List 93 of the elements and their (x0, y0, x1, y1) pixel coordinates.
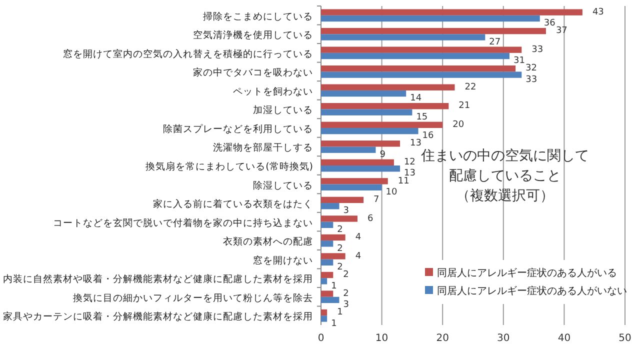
bar (321, 9, 582, 16)
y-tick-label: 家に入る前に着ている衣類をはたく (153, 198, 313, 210)
bar (321, 309, 328, 316)
legend-label: 同居人にアレルギー症状のある人がいない (437, 285, 627, 297)
bar (321, 222, 334, 228)
data-label: 31 (513, 56, 525, 66)
data-label: 2 (343, 288, 349, 299)
bar (321, 84, 455, 90)
bar (321, 234, 346, 241)
data-label: 3 (343, 300, 349, 310)
data-label: 4 (355, 232, 362, 243)
data-label: 32 (526, 64, 538, 74)
data-label: 2 (343, 270, 349, 280)
bar (321, 140, 400, 147)
bar (321, 290, 334, 297)
x-tick-label: 10 (375, 333, 388, 344)
bar (321, 146, 376, 153)
bar (321, 196, 364, 204)
bar (321, 259, 334, 266)
data-label: 1 (331, 281, 337, 292)
bar (321, 159, 394, 166)
y-tick-label: 除菌スプレーなどを利用している (163, 122, 313, 135)
bar (321, 316, 328, 322)
data-label: 11 (398, 176, 410, 186)
data-label: 33 (532, 44, 544, 55)
y-tick-label: ペットを飼わない (233, 86, 313, 98)
data-label: 10 (386, 187, 398, 198)
data-label: 16 (422, 131, 434, 142)
bar (321, 72, 522, 78)
y-tick-label: 窓を開けて室内の空気の入れ替えを積極的に行っている (63, 48, 313, 60)
data-label: 1 (337, 308, 343, 318)
text: 住まいの中の空気に関して配慮していること（複数選択可） (420, 148, 589, 204)
data-label: 36 (544, 18, 556, 29)
bar (321, 184, 382, 190)
x-tick-label: 40 (558, 333, 571, 344)
y-tick-label: 家の中でタバコを吸わない (193, 66, 313, 79)
data-label: 33 (526, 74, 538, 85)
bar (321, 46, 522, 53)
bar (321, 34, 486, 40)
data-label: 14 (410, 94, 422, 104)
data-label: 37 (556, 26, 568, 36)
bar (321, 28, 546, 34)
y-tick-label: 内装に自然素材や吸着・分解機能素材など健康に配慮した素材を採用 (3, 273, 313, 286)
data-label: 43 (592, 7, 604, 18)
data-label: 20 (452, 120, 464, 130)
data-label: 22 (464, 82, 476, 92)
bar (321, 122, 443, 128)
legend-label: 同居人にアレルギー症状のある人がいる (437, 267, 617, 279)
y-tick-label: 掃除をこまめにしている (203, 10, 313, 22)
bar (321, 90, 406, 97)
x-tick-label: 0 (318, 333, 324, 344)
bar (321, 15, 540, 22)
y-tick-label: 加湿している (253, 104, 313, 116)
data-label: 1 (331, 318, 337, 329)
bar (321, 203, 340, 210)
bar (321, 103, 449, 110)
bar (321, 128, 418, 134)
y-tick-label: 衣類の素材への配慮 (223, 236, 313, 248)
data-label: 4 (355, 251, 362, 262)
data-label: 15 (416, 112, 428, 122)
data-label: 27 (489, 37, 501, 48)
data-label: 3 (343, 206, 349, 216)
bar (321, 52, 510, 60)
data-label: 12 (404, 158, 416, 168)
bar (321, 109, 412, 116)
bar (321, 178, 388, 184)
bar (321, 272, 334, 278)
y-tick-label: 窓を開けない (253, 254, 313, 266)
data-label: 2 (337, 244, 343, 254)
bar (321, 216, 358, 222)
bar (321, 166, 400, 172)
y-tick-label: 除湿している (253, 179, 313, 192)
x-tick-label: 30 (497, 333, 510, 344)
data-label: 9 (380, 150, 386, 160)
data-label: 7 (374, 195, 380, 206)
bar (321, 278, 328, 284)
y-tick-label: 洗濯物を部屋干しする (213, 142, 313, 154)
data-label: 2 (337, 262, 343, 273)
y-tick-label: 空気清浄機を使用している (193, 29, 313, 42)
x-tick-label: 20 (436, 333, 449, 344)
data-label: 6 (367, 214, 374, 224)
bar (321, 240, 334, 247)
bar (321, 253, 346, 260)
y-tick-label: 換気扇を常にまわしている(常時換気) (146, 160, 313, 172)
x-tick-label: 50 (618, 333, 632, 344)
y-tick-label: 家具やカーテンに吸着・分解機能素材など健康に配慮した素材を採用 (3, 310, 313, 323)
y-tick-label: コートなどを玄関で脱いで付着物を家の中に持ち込まない (53, 216, 313, 229)
data-label: 2 (337, 224, 343, 235)
bar (321, 65, 516, 72)
data-label: 21 (458, 101, 470, 112)
data-label: 13 (410, 138, 422, 149)
bar (321, 296, 340, 304)
y-tick-label: 換気に目の細かいフィルターを用いて粉じん等を除去 (73, 292, 313, 304)
